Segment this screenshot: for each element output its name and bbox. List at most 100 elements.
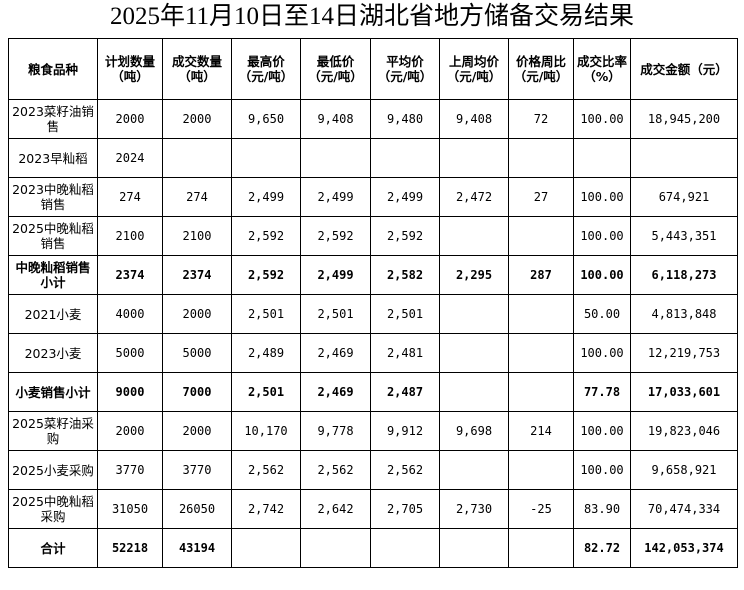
cell-price_wow: 214 xyxy=(508,411,574,451)
cell-price_wow xyxy=(508,450,574,490)
cell-price_wow xyxy=(508,372,574,412)
cell-avg_price: 9,480 xyxy=(370,99,440,139)
cell-avg_price: 2,499 xyxy=(370,177,440,217)
column-header-line1: 平均价 xyxy=(386,54,424,69)
column-header-price_wow: 价格周比 （元/吨） xyxy=(508,38,574,100)
cell-variety: 2025小麦采购 xyxy=(8,450,98,490)
cell-price_wow: 72 xyxy=(508,99,574,139)
cell-avg_price: 2,501 xyxy=(370,294,440,334)
cell-low_price: 9,778 xyxy=(300,411,371,451)
cell-last_week: 2,730 xyxy=(439,489,509,529)
column-header-line2: （%） xyxy=(583,69,621,84)
cell-avg_price: 2,582 xyxy=(370,255,440,295)
cell-deal_qty: 3770 xyxy=(162,450,232,490)
cell-plan_qty: 2000 xyxy=(97,99,163,139)
cell-plan_qty: 2100 xyxy=(97,216,163,256)
cell-deal_rate: 100.00 xyxy=(573,177,631,217)
column-header-line1: 价格周比 xyxy=(515,54,566,69)
cell-low_price: 2,642 xyxy=(300,489,371,529)
cell-high_price: 2,592 xyxy=(231,255,301,295)
cell-deal_amount: 70,474,334 xyxy=(630,489,738,529)
cell-variety: 2023菜籽油销售 xyxy=(8,99,98,139)
cell-deal_qty: 2100 xyxy=(162,216,232,256)
cell-last_week xyxy=(439,294,509,334)
column-header-line2: （元/吨） xyxy=(513,69,569,84)
cell-low_price: 2,592 xyxy=(300,216,371,256)
column-header-line1: 最高价 xyxy=(247,54,285,69)
cell-plan_qty: 9000 xyxy=(97,372,163,412)
cell-avg_price: 2,705 xyxy=(370,489,440,529)
cell-high_price: 2,592 xyxy=(231,216,301,256)
column-header-deal_qty: 成交数量 （吨） xyxy=(162,38,232,100)
cell-last_week xyxy=(439,216,509,256)
column-header-line1: 上周均价 xyxy=(448,54,499,69)
cell-deal_rate: 77.78 xyxy=(573,372,631,412)
cell-plan_qty: 274 xyxy=(97,177,163,217)
column-header-line1: 成交比率 xyxy=(576,54,627,69)
cell-last_week: 9,698 xyxy=(439,411,509,451)
cell-deal_rate: 100.00 xyxy=(573,255,631,295)
column-header-line2: （吨） xyxy=(111,69,149,84)
cell-last_week: 2,295 xyxy=(439,255,509,295)
column-header-deal_amount: 成交金额（元） xyxy=(630,38,738,100)
table-header: 粮食品种 计划数量 （吨） 成交数量 （吨） 最高价 （元/吨） 最低价 （元/吨） 平均价 （元/… xyxy=(8,38,738,100)
cell-low_price: 2,499 xyxy=(300,177,371,217)
cell-variety: 2021小麦 xyxy=(8,294,98,334)
cell-variety: 2023中晚籼稻销售 xyxy=(8,177,98,217)
cell-deal_rate: 100.00 xyxy=(573,411,631,451)
cell-last_week xyxy=(439,450,509,490)
cell-last_week: 2,472 xyxy=(439,177,509,217)
cell-high_price xyxy=(231,528,301,568)
table-row: 2025菜籽油采购 2000 2000 10,170 9,778 9,912 9,698 21… xyxy=(8,411,738,451)
column-header-low_price: 最低价 （元/吨） xyxy=(300,38,371,100)
cell-variety: 合计 xyxy=(8,528,98,568)
table-row: 2023菜籽油销售 2000 2000 9,650 9,408 9,480 9,408 72 1… xyxy=(8,99,738,139)
cell-deal_rate: 100.00 xyxy=(573,450,631,490)
cell-deal_rate: 50.00 xyxy=(573,294,631,334)
cell-low_price: 2,501 xyxy=(300,294,371,334)
column-header-line2: （元/吨） xyxy=(308,69,363,84)
cell-deal_amount: 18,945,200 xyxy=(630,99,738,139)
column-header-line1: 成交数量 xyxy=(171,54,222,69)
column-header-high_price: 最高价 （元/吨） xyxy=(231,38,301,100)
cell-high_price: 10,170 xyxy=(231,411,301,451)
table-row: 2023中晚籼稻销售 274 274 2,499 2,499 2,499 2,472 27 10… xyxy=(8,177,738,217)
cell-deal_amount: 5,443,351 xyxy=(630,216,738,256)
cell-plan_qty: 52218 xyxy=(97,528,163,568)
cell-variety: 2023早籼稻 xyxy=(8,138,98,178)
table-row: 合计 52218 43194 82.72 142,053,374 xyxy=(8,528,738,568)
table-row: 2025中晚籼稻销售 2100 2100 2,592 2,592 2,592 100.00 5… xyxy=(8,216,738,256)
cell-price_wow xyxy=(508,294,574,334)
cell-variety: 2025菜籽油采购 xyxy=(8,411,98,451)
table-row: 2021小麦 4000 2000 2,501 2,501 2,501 50.00 4,813,… xyxy=(8,294,738,334)
cell-low_price: 9,408 xyxy=(300,99,371,139)
column-header-line1: 计划数量 xyxy=(104,54,155,69)
cell-price_wow xyxy=(508,528,574,568)
table-row: 小麦销售小计 9000 7000 2,501 2,469 2,487 77.78 17,033… xyxy=(8,372,738,412)
cell-avg_price xyxy=(370,528,440,568)
cell-deal_qty: 26050 xyxy=(162,489,232,529)
table-row: 2023早籼稻 2024 xyxy=(8,138,738,178)
cell-deal_amount: 12,219,753 xyxy=(630,333,738,373)
column-header-deal_rate: 成交比率 （%） xyxy=(573,38,631,100)
cell-high_price: 2,499 xyxy=(231,177,301,217)
cell-last_week xyxy=(439,372,509,412)
cell-plan_qty: 2374 xyxy=(97,255,163,295)
cell-deal_qty: 7000 xyxy=(162,372,232,412)
cell-low_price: 2,469 xyxy=(300,333,371,373)
cell-high_price: 2,501 xyxy=(231,294,301,334)
cell-deal_amount xyxy=(630,138,738,178)
cell-variety: 2023小麦 xyxy=(8,333,98,373)
table-row: 2025小麦采购 3770 3770 2,562 2,562 2,562 100.00 9,6… xyxy=(8,450,738,490)
cell-deal_qty: 5000 xyxy=(162,333,232,373)
table-row: 2025中晚籼稻采购 31050 26050 2,742 2,642 2,705 2,730… xyxy=(8,489,738,529)
cell-deal_amount: 4,813,848 xyxy=(630,294,738,334)
cell-deal_rate: 100.00 xyxy=(573,99,631,139)
cell-avg_price: 9,912 xyxy=(370,411,440,451)
cell-low_price: 2,499 xyxy=(300,255,371,295)
cell-avg_price: 2,592 xyxy=(370,216,440,256)
cell-plan_qty: 3770 xyxy=(97,450,163,490)
cell-high_price xyxy=(231,138,301,178)
cell-high_price: 2,489 xyxy=(231,333,301,373)
table-row: 中晚籼稻销售小计 2374 2374 2,592 2,499 2,582 2,295 287 1… xyxy=(8,255,738,295)
